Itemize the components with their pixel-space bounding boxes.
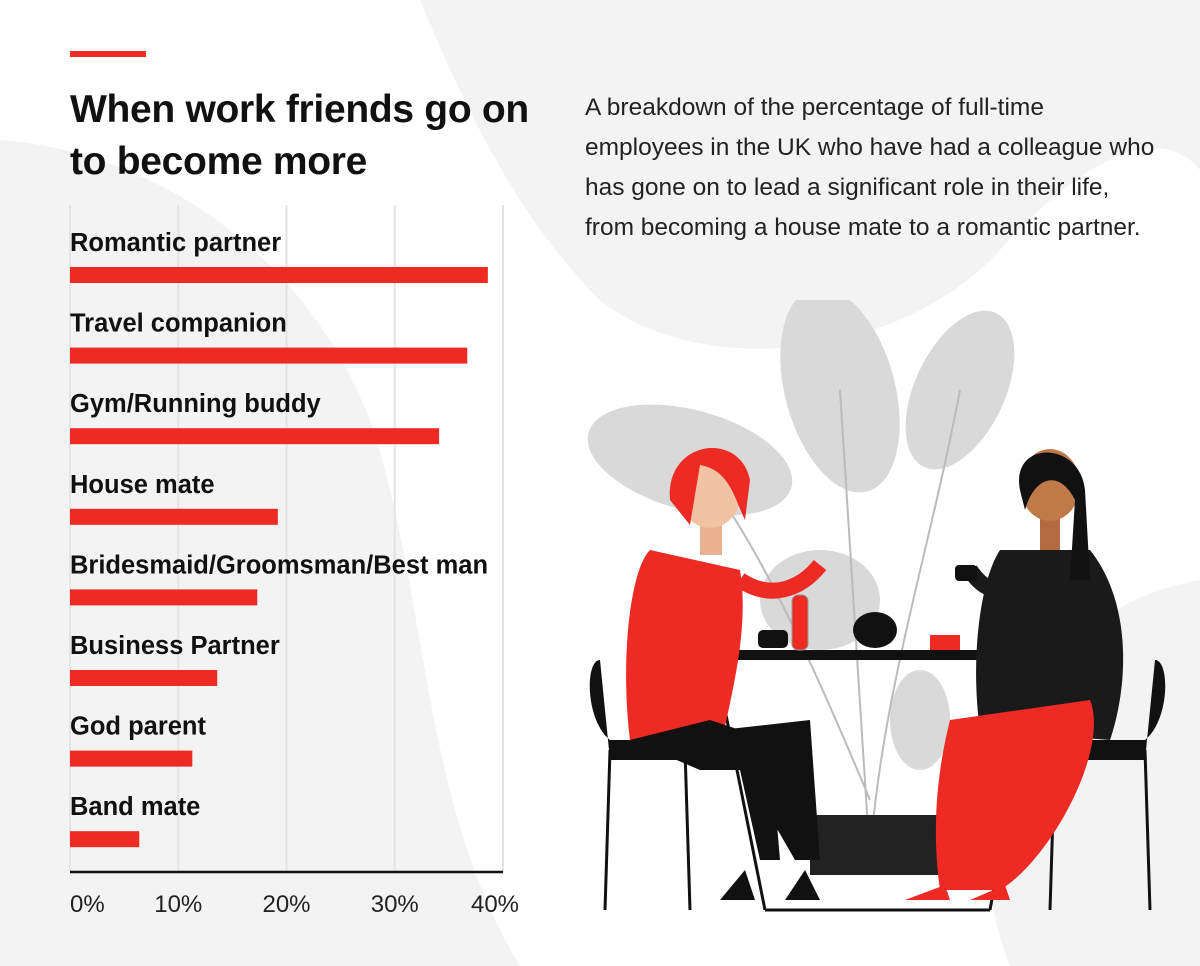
category-label: Band mate (70, 793, 200, 821)
category-label: Travel companion (70, 310, 287, 338)
category-label: Bridesmaid/Groomsman/Best man (70, 551, 488, 579)
illustration-two-women-at-cafe (587, 300, 1166, 912)
bar (70, 267, 488, 283)
x-tick-label: 20% (262, 891, 310, 918)
accent-bar (70, 51, 146, 57)
x-tick-label: 30% (371, 891, 419, 918)
bar (70, 508, 278, 525)
bar (70, 670, 218, 686)
x-tick-label: 10% (154, 891, 202, 918)
category-label: Business Partner (70, 632, 280, 660)
category-label: House mate (70, 471, 215, 499)
bar (70, 750, 193, 767)
category-label: God parent (70, 713, 207, 741)
bar (70, 589, 258, 606)
page-title: When work friends go on to become more (70, 88, 529, 183)
bar-chart: 0% 10% 20% 30% 40% Romantic partner Travel com… (69, 205, 519, 918)
bar (70, 831, 140, 848)
bar (70, 428, 440, 445)
bar (70, 347, 468, 364)
category-label: Gym/Running buddy (70, 390, 322, 418)
category-label: Romantic partner (70, 229, 281, 257)
x-tick-label: 40% (471, 891, 519, 918)
subtitle: A breakdown of the percentage of full-ti… (585, 94, 1155, 241)
x-tick-label: 0% (70, 891, 105, 918)
table-top (685, 650, 1065, 660)
